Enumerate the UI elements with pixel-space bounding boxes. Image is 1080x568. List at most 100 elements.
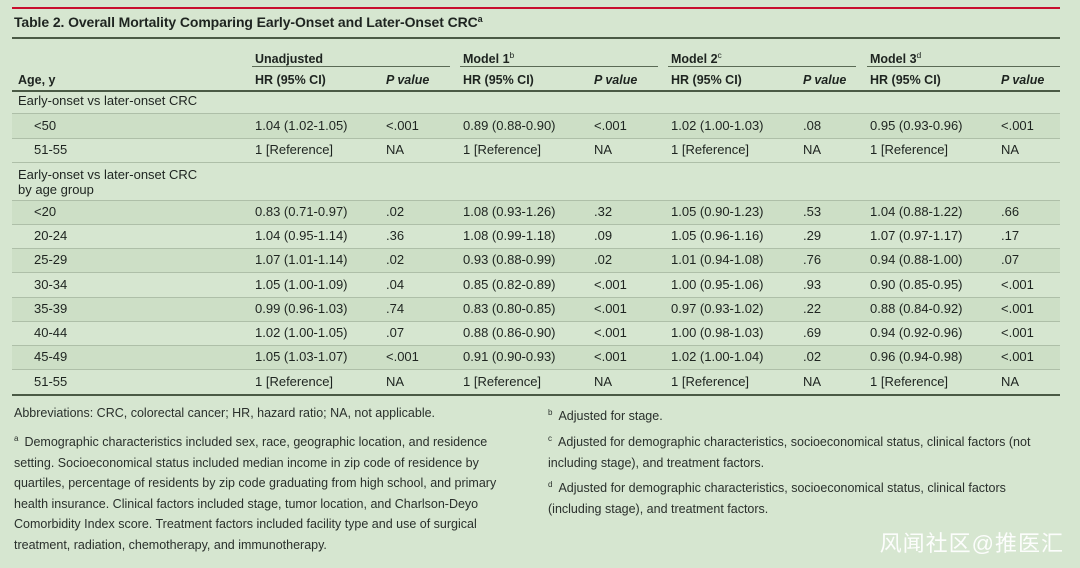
cell-p: <.001 — [1001, 277, 1034, 292]
cell-p: <.001 — [594, 349, 627, 364]
header-model-1: Model 1b — [463, 50, 515, 66]
cell-hr: 1.02 (1.00-1.03) — [671, 118, 764, 133]
cell-hr: 0.90 (0.85-0.95) — [870, 277, 963, 292]
row-divider — [12, 297, 1060, 298]
header-unadjusted: Unadjusted — [255, 52, 324, 66]
row-age: 40-44 — [34, 325, 68, 340]
row-age: 30-34 — [34, 277, 68, 292]
cell-p: <.001 — [1001, 325, 1034, 340]
row-divider — [12, 248, 1060, 249]
row-age: 35-39 — [34, 301, 68, 316]
header-age: Age, y — [18, 73, 56, 87]
cell-p: .04 — [386, 277, 405, 292]
cell-p: NA — [1001, 142, 1020, 157]
cell-p: .17 — [1001, 228, 1020, 243]
cell-p: .69 — [803, 325, 822, 340]
cell-hr: 0.89 (0.88-0.90) — [463, 118, 556, 133]
cell-p: NA — [386, 142, 405, 157]
row-divider — [12, 113, 1060, 114]
cell-hr: 1 [Reference] — [870, 374, 949, 389]
header-p-value: P value — [594, 73, 638, 87]
cell-hr: 0.96 (0.94-0.98) — [870, 349, 963, 364]
cell-p: .02 — [594, 252, 613, 267]
row-stripe — [12, 249, 1060, 273]
header-model-3: Model 3d — [870, 50, 922, 66]
header-hr: HR (95% CI) — [870, 73, 941, 87]
cell-hr: 0.88 (0.84-0.92) — [870, 301, 963, 316]
header-p-value: P value — [803, 73, 847, 87]
row-divider — [12, 138, 1060, 139]
cell-p: NA — [803, 374, 822, 389]
header-hr: HR (95% CI) — [671, 73, 742, 87]
cell-hr: 0.95 (0.93-0.96) — [870, 118, 963, 133]
cell-p: .07 — [386, 325, 405, 340]
cell-p: <.001 — [594, 277, 627, 292]
cell-hr: 1 [Reference] — [463, 142, 542, 157]
cell-hr: 1 [Reference] — [255, 142, 334, 157]
row-divider — [12, 369, 1060, 370]
footnote-abbreviations: Abbreviations: CRC, colorectal cancer; H… — [14, 406, 436, 420]
cell-p: NA — [594, 142, 613, 157]
cell-p: .08 — [803, 118, 822, 133]
row-age: 51-55 — [34, 142, 68, 157]
cell-p: NA — [594, 374, 613, 389]
cell-hr: 0.94 (0.92-0.96) — [870, 325, 963, 340]
row-stripe — [12, 114, 1060, 138]
cell-hr: 0.85 (0.82-0.89) — [463, 277, 556, 292]
cell-p: <.001 — [594, 325, 627, 340]
cell-hr: 1.04 (0.88-1.22) — [870, 204, 963, 219]
cell-hr: 1.00 (0.95-1.06) — [671, 277, 764, 292]
cell-hr: 1 [Reference] — [671, 142, 750, 157]
cell-p: NA — [386, 374, 405, 389]
cell-hr: 1 [Reference] — [870, 142, 949, 157]
title-accent-rule — [12, 7, 1060, 9]
row-divider — [12, 200, 1060, 201]
row-stripe — [12, 346, 1060, 370]
header-model-2: Model 2c — [671, 50, 722, 66]
cell-p: <.001 — [1001, 349, 1034, 364]
cell-p: <.001 — [386, 349, 419, 364]
row-divider — [12, 321, 1060, 322]
row-divider — [12, 345, 1060, 346]
header-p-value: P value — [1001, 73, 1045, 87]
cell-p: .07 — [1001, 252, 1020, 267]
row-age: 25-29 — [34, 252, 68, 267]
cell-p: .76 — [803, 252, 822, 267]
footnote-a: a Demographic characteristics included se… — [14, 434, 497, 552]
cell-p: .29 — [803, 228, 822, 243]
row-stripe — [12, 201, 1060, 225]
cell-hr: 0.99 (0.96-1.03) — [255, 301, 348, 316]
table-bottom-rule — [12, 394, 1060, 396]
cell-p: NA — [803, 142, 822, 157]
cell-hr: 1.01 (0.94-1.08) — [671, 252, 764, 267]
row-stripe — [12, 298, 1060, 322]
group-rule — [252, 66, 450, 67]
group-rule — [460, 66, 658, 67]
cell-p: .36 — [386, 228, 405, 243]
header-hr: HR (95% CI) — [463, 73, 534, 87]
row-age: 51-55 — [34, 374, 68, 389]
row-age: <50 — [34, 118, 57, 133]
footnote-c: c Adjusted for demographic characteristic… — [548, 434, 1031, 470]
cell-p: NA — [1001, 374, 1020, 389]
group-rule — [867, 66, 1060, 67]
cell-p: .02 — [386, 252, 405, 267]
cell-p: .66 — [1001, 204, 1020, 219]
cell-hr: 1.04 (0.95-1.14) — [255, 228, 348, 243]
table-title: Table 2. Overall Mortality Comparing Ear… — [14, 14, 483, 30]
cell-hr: 0.83 (0.80-0.85) — [463, 301, 556, 316]
row-age: <20 — [34, 204, 57, 219]
cell-p: <.001 — [594, 118, 627, 133]
cell-hr: 1.04 (1.02-1.05) — [255, 118, 348, 133]
cell-hr: 1.02 (1.00-1.04) — [671, 349, 764, 364]
cell-p: <.001 — [1001, 118, 1034, 133]
cell-hr: 1.02 (1.00-1.05) — [255, 325, 348, 340]
header-bottom-rule — [12, 90, 1060, 92]
cell-p: <.001 — [594, 301, 627, 316]
cell-hr: 0.88 (0.86-0.90) — [463, 325, 556, 340]
cell-p: <.001 — [386, 118, 419, 133]
cell-hr: 1.00 (0.98-1.03) — [671, 325, 764, 340]
cell-p: .32 — [594, 204, 613, 219]
cell-hr: 1.05 (1.03-1.07) — [255, 349, 348, 364]
footnote-b: b Adjusted for stage. — [548, 408, 663, 423]
